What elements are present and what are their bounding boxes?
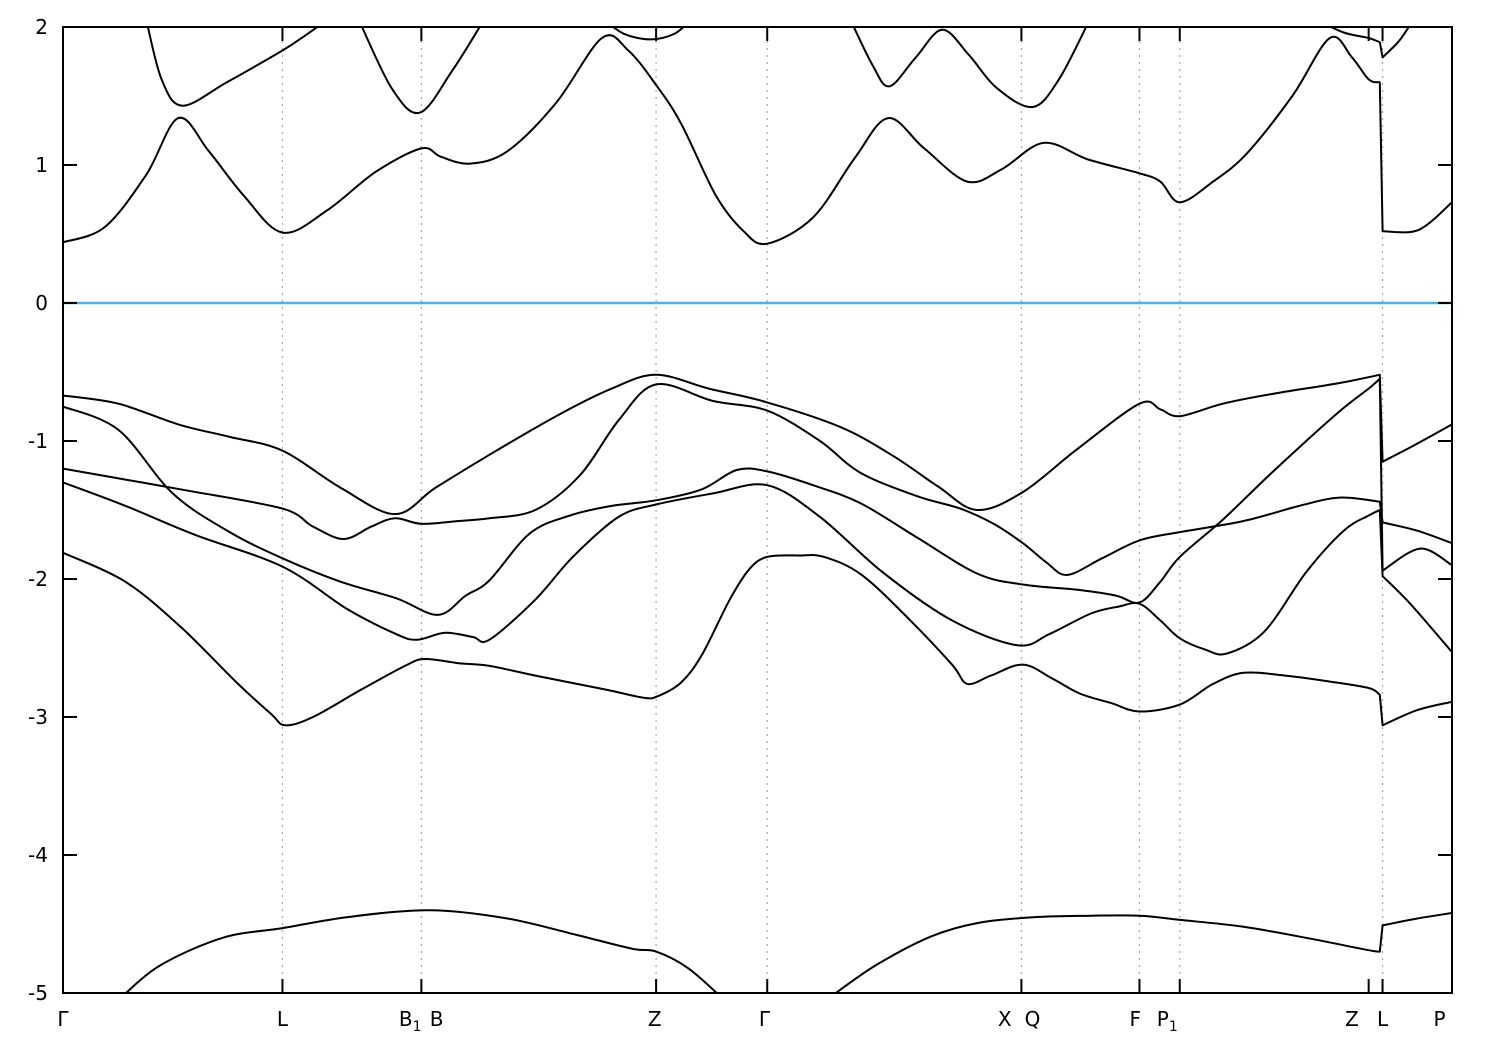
band-curve-valence-4 xyxy=(63,481,1452,656)
band-curve-valence-low-seg2 xyxy=(834,912,1452,993)
band-curve-valence-5 xyxy=(63,551,1452,727)
kpoint-label-11: L xyxy=(1377,1007,1389,1031)
band-curve-valence-1 xyxy=(63,373,1452,516)
kpoint-label-6: X xyxy=(998,1007,1012,1031)
band-curve-valence-low-seg1 xyxy=(124,909,719,993)
kpoint-label-10: Z xyxy=(1345,1007,1359,1031)
kpoint-label-5: Γ xyxy=(759,1007,771,1031)
band-curve-conduction-upper-seg5 xyxy=(1328,27,1410,59)
band-curve-conduction-upper-seg2 xyxy=(360,27,481,115)
kpoint-label-4: Z xyxy=(648,1007,662,1031)
kpoint-label-8: F xyxy=(1130,1007,1142,1031)
band-curve-conduction-upper-seg4 xyxy=(852,27,1088,109)
y-tick-label--1: -1 xyxy=(28,429,48,453)
y-tick-label-0: 0 xyxy=(35,291,48,315)
y-tick-label-1: 1 xyxy=(35,153,48,177)
kpoint-label-3: B xyxy=(430,1007,444,1031)
kpoint-label-1: L xyxy=(277,1007,289,1031)
kpoint-label-2: B1 xyxy=(399,1007,422,1035)
band-curve-valence-3 xyxy=(63,377,1452,616)
y-tick-label--3: -3 xyxy=(28,705,48,729)
band-curve-conduction-upper-seg3 xyxy=(611,27,686,41)
kpoint-label-0: Γ xyxy=(57,1007,69,1031)
plot-border xyxy=(62,26,1453,994)
kpoint-label-7: Q xyxy=(1025,1007,1041,1031)
kpoint-label-9: P1 xyxy=(1157,1007,1178,1035)
band-curve-conduction-upper-seg1 xyxy=(146,27,320,107)
y-tick-label--2: -2 xyxy=(28,567,48,591)
y-tick-label--5: -5 xyxy=(28,981,48,1005)
kpoint-label-12: P xyxy=(1433,1007,1445,1031)
band-curve-conduction-lower xyxy=(63,34,1452,246)
y-tick-label-2: 2 xyxy=(35,15,48,39)
y-tick-label--4: -4 xyxy=(28,843,48,867)
